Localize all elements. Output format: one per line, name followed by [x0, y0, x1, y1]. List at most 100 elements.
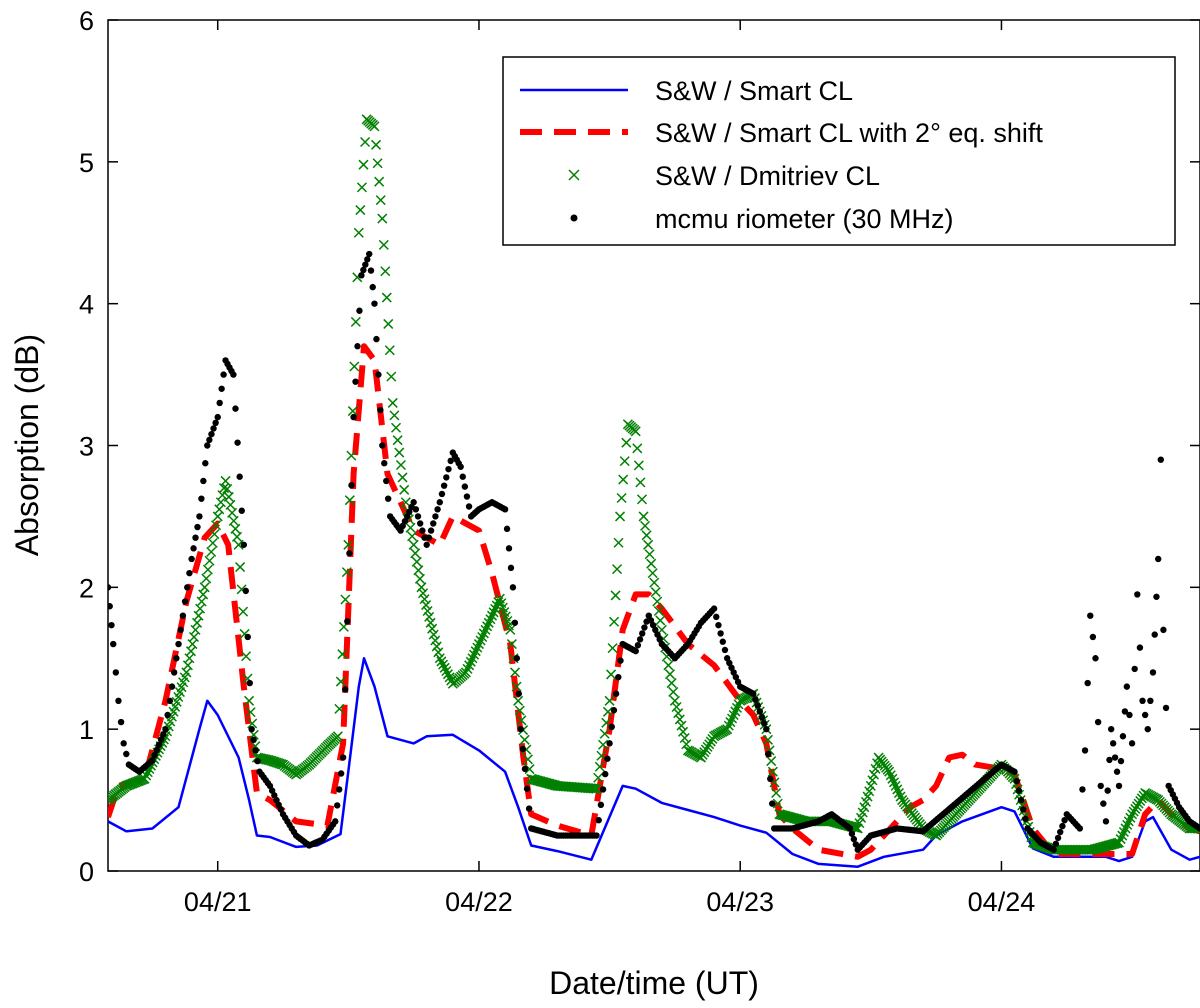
data-point	[948, 757, 950, 759]
data-point	[961, 754, 963, 756]
data-point	[772, 798, 783, 809]
series-line	[108, 657, 1200, 868]
data-point	[252, 747, 259, 754]
data-point	[227, 507, 238, 518]
data-point	[640, 520, 651, 531]
data-point	[857, 856, 859, 858]
data-point	[256, 835, 258, 837]
data-point	[754, 702, 761, 709]
series-mcmu-riometer-30-mhz	[108, 250, 1200, 853]
data-point	[112, 669, 120, 676]
data-point	[1157, 456, 1165, 463]
data-point	[515, 690, 523, 697]
data-point	[1121, 708, 1129, 715]
data-point	[387, 735, 389, 737]
x-tick-label: 04/21	[184, 887, 252, 917]
data-point	[428, 629, 439, 640]
data-point	[377, 406, 384, 414]
data-point	[635, 788, 637, 790]
data-point	[433, 647, 444, 658]
data-point	[202, 564, 213, 575]
data-point	[395, 459, 406, 471]
data-point	[387, 397, 398, 408]
data-point	[1022, 815, 1029, 823]
data-point	[204, 537, 206, 539]
data-point	[1131, 853, 1133, 855]
data-point	[636, 636, 644, 643]
data-point	[505, 545, 513, 552]
data-point	[108, 621, 115, 629]
data-point	[595, 816, 602, 824]
data-point	[649, 577, 660, 588]
data-point	[1097, 782, 1104, 790]
data-point	[465, 503, 473, 510]
data-point	[523, 757, 525, 759]
data-point	[443, 474, 450, 481]
data-point	[392, 435, 403, 446]
data-point	[713, 665, 715, 667]
data-point	[678, 726, 689, 737]
y-tick-label: 2	[79, 573, 94, 603]
data-point	[1151, 631, 1158, 638]
data-point	[425, 534, 433, 541]
data-point	[425, 617, 436, 628]
data-point	[647, 568, 658, 579]
data-point	[441, 665, 452, 677]
data-point	[399, 484, 410, 495]
data-point	[1139, 697, 1146, 704]
data-point	[414, 573, 425, 584]
data-point	[358, 686, 360, 688]
data-point	[1144, 725, 1151, 733]
data-point	[350, 413, 357, 421]
data-point	[202, 460, 209, 467]
data-point	[223, 491, 234, 502]
data-point	[653, 605, 664, 617]
data-point	[641, 624, 648, 631]
data-point	[427, 623, 438, 634]
data-point	[1117, 757, 1125, 765]
data-point	[217, 714, 219, 716]
data-point	[509, 584, 517, 591]
data-point	[238, 507, 245, 514]
data-point	[1052, 840, 1060, 848]
data-point	[369, 283, 376, 291]
data-point	[452, 734, 454, 736]
data-point	[883, 856, 885, 858]
data-point	[1126, 711, 1133, 719]
data-point	[256, 792, 258, 794]
data-point	[238, 606, 249, 617]
data-point	[390, 422, 402, 433]
data-point	[344, 618, 351, 625]
data-point	[347, 406, 358, 417]
legend-item-mcmu-riometer-30-mhz: mcmu riometer (30 MHz)	[570, 204, 954, 234]
data-point	[1104, 787, 1111, 794]
data-point	[1076, 825, 1084, 832]
data-point	[417, 588, 429, 599]
data-point	[378, 239, 389, 250]
data-point	[358, 272, 365, 279]
data-point	[766, 756, 777, 767]
data-point	[663, 660, 674, 671]
data-point	[363, 345, 365, 347]
data-point	[763, 725, 770, 733]
data-point	[108, 603, 113, 610]
data-point	[632, 443, 643, 454]
data-point	[766, 832, 768, 834]
data-point	[348, 482, 355, 489]
data-point	[459, 473, 466, 480]
series-s-w-smart-cl-with-2-eq-shift	[108, 343, 1200, 860]
data-point	[381, 460, 388, 467]
data-point	[1160, 626, 1167, 634]
data-point	[1084, 679, 1091, 687]
data-point	[254, 757, 261, 765]
x-axis-title: Date/time (UT)	[549, 965, 759, 1001]
data-point	[242, 587, 250, 595]
data-point	[139, 773, 150, 784]
data-point	[384, 495, 392, 502]
data-point	[427, 527, 435, 534]
data-point	[295, 821, 297, 823]
data-point	[246, 679, 253, 687]
data-point	[334, 703, 345, 714]
data-point	[1020, 806, 1027, 813]
data-point	[211, 520, 222, 531]
